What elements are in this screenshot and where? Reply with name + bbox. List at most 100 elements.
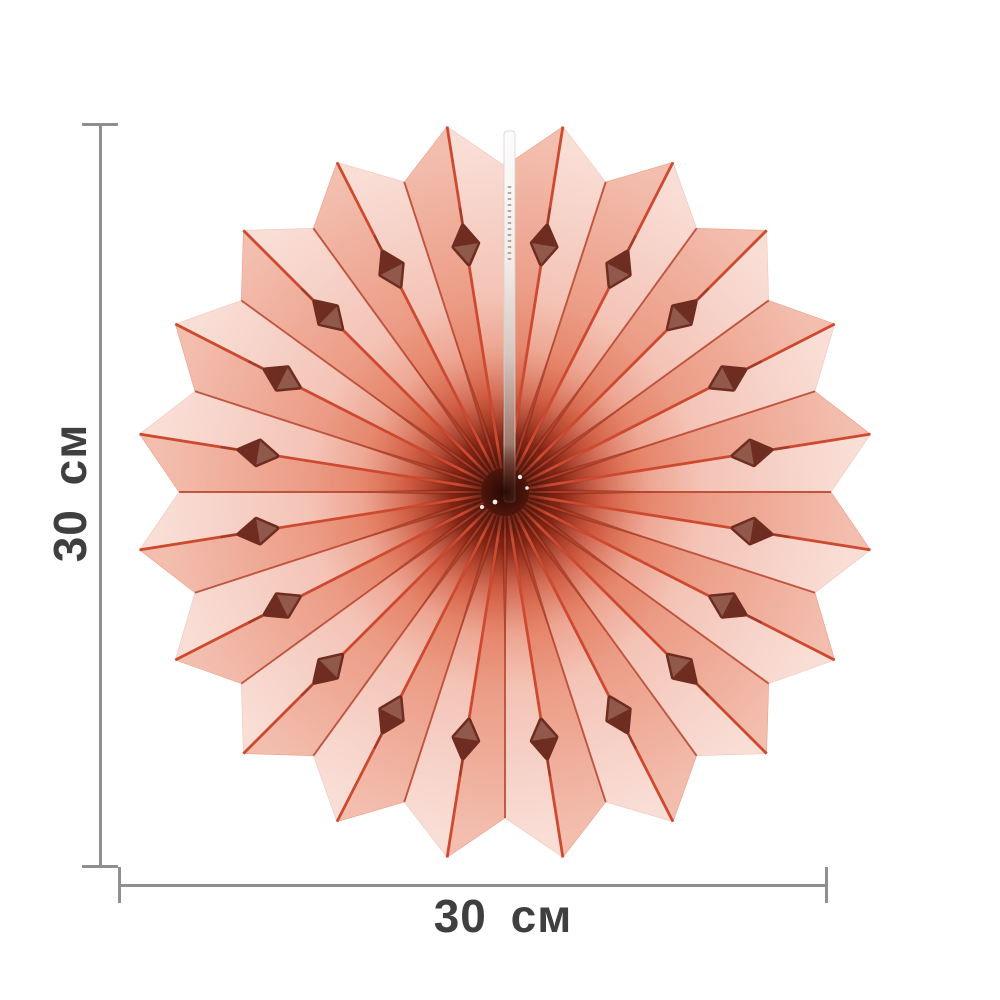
- diamond-cutout: [451, 717, 481, 777]
- valley-crease-line: [194, 390, 483, 486]
- mountain-crease-line: [335, 512, 496, 823]
- diamond-cutout: [708, 592, 763, 624]
- valley-crease-line: [511, 514, 607, 803]
- mountain-crease-line: [139, 494, 482, 552]
- cutout-opening: [730, 516, 774, 546]
- diamond-cutout: [247, 360, 302, 392]
- cutout-curled-flap: [710, 594, 734, 617]
- cutout-curled-flap: [668, 306, 691, 329]
- cutout-opening: [605, 695, 632, 735]
- valley-crease-line: [527, 498, 816, 594]
- cutout-curled-flap: [319, 655, 342, 678]
- mountain-crease-line: [507, 126, 565, 469]
- cutout-opening: [236, 438, 280, 468]
- diamond-cutout: [708, 360, 763, 392]
- cutout-curled-flap: [532, 243, 556, 264]
- cutout-opening: [730, 438, 774, 468]
- diamond-cutout: [605, 695, 637, 750]
- cutout-curled-flap: [607, 263, 630, 287]
- cutout-curled-flap: [319, 306, 342, 329]
- cutout-curled-flap: [733, 519, 754, 543]
- cutout-tail-crease: [545, 207, 552, 227]
- sparkle-highlight: [492, 499, 498, 505]
- horizontal-dimension-line: [119, 884, 827, 887]
- cutout-tail-crease: [626, 234, 637, 253]
- mountain-crease-line: [174, 501, 485, 662]
- cutout-curled-flap: [276, 367, 300, 390]
- diamond-cutout: [605, 234, 637, 289]
- cutout-tail-crease: [300, 681, 316, 697]
- cutout-tail-crease: [220, 445, 240, 452]
- cutout-curled-flap: [380, 263, 403, 287]
- diamond-cutout: [247, 592, 302, 624]
- cutout-tail-crease: [300, 287, 316, 303]
- valley-crease-line: [240, 299, 487, 479]
- mountain-crease-line: [528, 432, 871, 490]
- vertical-dimension-cap-bottom: [82, 865, 118, 868]
- mountain-crease-line: [520, 507, 768, 755]
- horizontal-dimension-tick-left: [118, 867, 121, 903]
- mountain-crease-line: [520, 229, 768, 477]
- mountain-crease-line: [242, 229, 490, 477]
- cutout-tail-crease: [626, 731, 637, 750]
- cutout-curled-flap: [380, 697, 403, 721]
- diamond-cutouts: [220, 207, 790, 777]
- cutout-tail-crease: [247, 360, 266, 371]
- horizontal-dimension-tick-right: [825, 867, 828, 903]
- diamond-cutout: [529, 207, 559, 267]
- cutout-curled-flap: [256, 441, 277, 465]
- vertical-dimension-label: 30 см: [44, 423, 96, 563]
- valley-crease-line: [312, 227, 492, 474]
- mountain-crease-line: [139, 432, 482, 490]
- valley-crease-line: [403, 514, 499, 803]
- cutout-tail-crease: [458, 207, 465, 227]
- mountain-crease-line: [335, 161, 496, 472]
- mountain-crease-line: [174, 322, 485, 483]
- mountain-crease-line: [514, 512, 675, 823]
- cutout-opening: [312, 299, 345, 332]
- mountain-crease-line: [445, 515, 503, 858]
- cutout-tail-crease: [458, 757, 465, 777]
- cutout-tail-crease: [545, 757, 552, 777]
- diamond-cutout: [373, 695, 405, 750]
- cutout-curled-flap: [733, 441, 754, 465]
- sparkle-highlight: [525, 486, 529, 490]
- valley-crease-line: [240, 505, 487, 685]
- diamond-cutout: [220, 438, 280, 468]
- diamond-cutout: [300, 287, 345, 332]
- diamond-cutout: [665, 652, 710, 697]
- cutout-curled-flap: [532, 720, 556, 741]
- valley-crease-line: [403, 181, 499, 470]
- sparkle-highlight: [480, 505, 484, 509]
- valley-crease-line: [523, 299, 770, 479]
- diamond-cutout: [665, 287, 710, 332]
- diamond-cutout: [300, 652, 345, 697]
- valley-crease-line: [523, 505, 770, 685]
- cutout-opening: [529, 717, 559, 761]
- cutout-opening: [529, 223, 559, 267]
- valley-crease-line: [194, 498, 483, 594]
- cutout-opening: [312, 652, 345, 685]
- staple-sparkles: [480, 474, 529, 509]
- mountain-crease-line: [242, 507, 490, 755]
- cutout-opening: [708, 592, 748, 619]
- cutout-opening: [708, 365, 748, 392]
- cutout-tail-crease: [770, 445, 790, 452]
- cutout-opening: [262, 365, 302, 392]
- diamond-cutout: [529, 717, 559, 777]
- cutout-opening: [378, 695, 405, 735]
- fold-crease-lines: [139, 126, 871, 858]
- valley-crease-line: [527, 390, 816, 486]
- cutout-opening: [378, 249, 405, 289]
- cutout-curled-flap: [710, 367, 734, 390]
- diamond-cutout: [220, 516, 280, 546]
- valley-crease-line: [518, 227, 698, 474]
- mountain-crease-line: [445, 126, 503, 469]
- cutout-opening: [236, 516, 280, 546]
- cutout-tail-crease: [744, 360, 763, 371]
- mountain-crease-line: [514, 161, 675, 472]
- horizontal-dimension-label: 30 см: [433, 890, 573, 942]
- cutout-opening: [451, 223, 481, 267]
- cutout-tail-crease: [770, 532, 790, 539]
